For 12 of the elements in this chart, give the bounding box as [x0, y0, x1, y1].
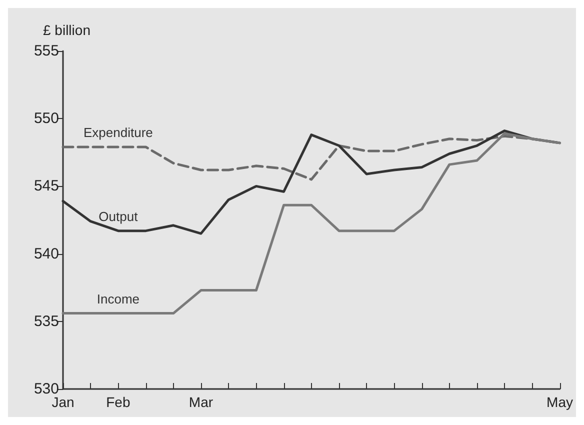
y-tick-label: 545: [34, 178, 59, 195]
series-label: Income: [96, 291, 140, 306]
y-tick-label: 535: [34, 312, 59, 330]
y-tick-label: 555: [34, 42, 59, 60]
series-label: Output: [98, 208, 138, 224]
series-label: Expenditure: [84, 124, 153, 140]
x-tick-label: May: [546, 394, 573, 410]
y-tick-label: 550: [34, 110, 59, 128]
y-axis-title: £ billion: [43, 22, 90, 38]
y-tick-label: 540: [34, 245, 59, 262]
x-tick-label: Feb: [106, 394, 130, 410]
x-tick-label: Mar: [188, 394, 214, 410]
